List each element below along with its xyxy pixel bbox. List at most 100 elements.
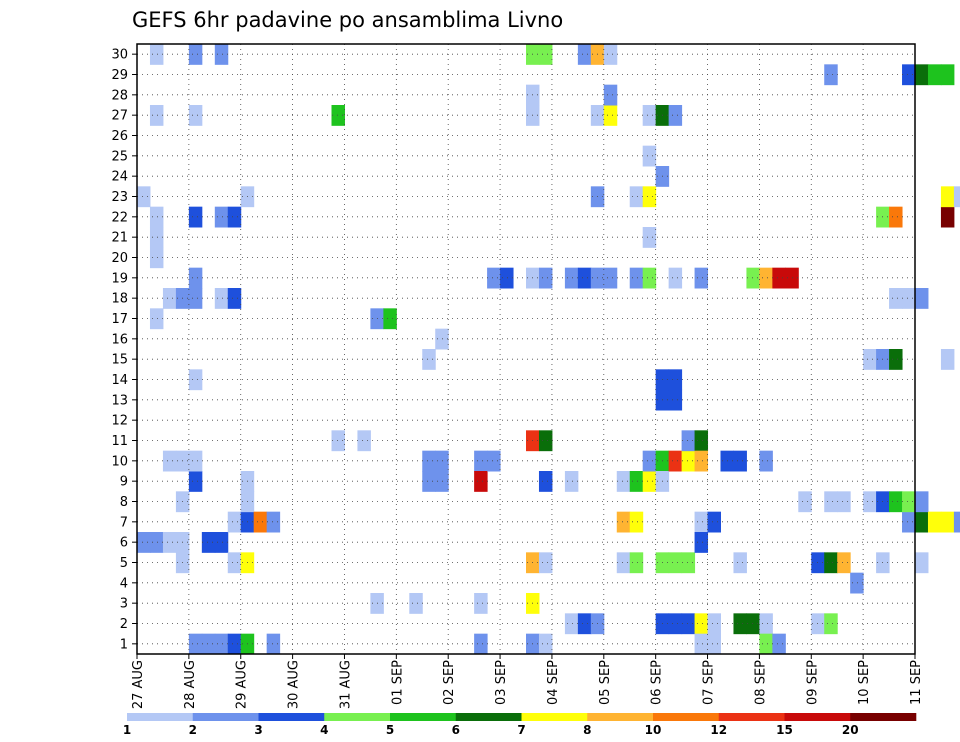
heatmap-cell (577, 44, 592, 65)
colorbar-label: 20 (842, 723, 859, 737)
heatmap-cell (668, 105, 683, 126)
heatmap-cell (915, 491, 929, 513)
heatmap-cell (940, 206, 955, 228)
heatmap-cell (149, 105, 164, 126)
heatmap-cell (409, 593, 423, 614)
y-tick-label: 17 (111, 312, 128, 327)
heatmap-cell (214, 633, 229, 655)
colorbar-label: 3 (254, 723, 262, 737)
y-tick-label: 9 (120, 475, 128, 490)
y-tick-label: 15 (111, 353, 128, 368)
heatmap-cell (642, 186, 657, 208)
heatmap-cell (149, 532, 164, 553)
heatmap-cell (149, 206, 164, 228)
y-tick-label: 3 (120, 597, 128, 612)
heatmap-cell (616, 552, 631, 574)
heatmap-cell (577, 267, 592, 289)
heatmap-cell (487, 267, 501, 289)
heatmap-cell (889, 288, 903, 309)
y-tick-label: 12 (111, 414, 128, 429)
heatmap-cell (538, 552, 553, 574)
colorbar-segment (587, 713, 654, 721)
colorbar-segment (850, 713, 917, 721)
y-tick-label: 30 (111, 48, 128, 63)
heatmap-cell (266, 633, 281, 655)
heatmap-cell (162, 450, 177, 472)
heatmap-cell (538, 267, 553, 289)
heatmap-cell (487, 450, 501, 472)
heatmap-cell (668, 267, 683, 289)
heatmap-cell (227, 206, 242, 228)
heatmap-cell (629, 186, 644, 208)
y-tick-label: 7 (120, 515, 128, 530)
heatmap-cell (188, 105, 203, 126)
heatmap-cell (915, 64, 929, 86)
heatmap-cell (772, 633, 786, 655)
heatmap-cell (137, 532, 151, 553)
heatmap-cell (538, 471, 553, 492)
heatmap-cell (474, 471, 488, 492)
x-tick-label: 11 SEP (909, 660, 924, 705)
heatmap-cell (214, 206, 229, 228)
heatmap-cell (772, 267, 786, 289)
heatmap-cell (149, 247, 164, 269)
heatmap-cell (214, 44, 229, 65)
heatmap-cell (616, 471, 631, 492)
x-axis-ticks: 27 AUG 28 AUG 29 AUG 30 AUG 31 AUG 01 SEP 02 S… (131, 654, 924, 709)
y-tick-label: 20 (111, 251, 128, 266)
y-tick-label: 10 (111, 454, 128, 469)
heatmap-cell (357, 430, 371, 452)
y-tick-label: 1 (120, 637, 128, 652)
y-tick-label: 18 (111, 292, 128, 307)
heatmap-cell (850, 572, 864, 594)
heatmap-cell (603, 44, 618, 65)
heatmap-cell (188, 450, 203, 472)
colorbar-label: 7 (517, 723, 525, 737)
x-tick-label: 08 SEP (753, 660, 768, 705)
heatmap-cell (668, 552, 683, 574)
plot-frame (136, 43, 916, 655)
heatmap-cell (474, 593, 488, 614)
y-tick-label: 19 (111, 271, 128, 286)
grid (136, 44, 916, 654)
heatmap-cell (188, 288, 203, 309)
heatmap-cell (422, 471, 436, 492)
heatmap-cell (863, 491, 877, 513)
heatmap-cell (902, 288, 916, 309)
colorbar-segment (653, 713, 720, 721)
heatmap-cell (824, 491, 838, 513)
y-tick-label: 23 (111, 190, 128, 205)
heatmap-cell (538, 44, 553, 65)
heatmap-cell (927, 511, 942, 533)
heatmap-cell (188, 471, 203, 492)
heatmap-cell (824, 64, 838, 86)
y-tick-label: 11 (111, 434, 128, 449)
heatmap-cell (201, 633, 216, 655)
heatmap-cell (227, 288, 242, 309)
heatmap-cell (422, 450, 436, 472)
heatmap-cell (253, 511, 268, 533)
heatmap-cell (629, 267, 644, 289)
heatmap-cell (266, 511, 281, 533)
heatmap-cell (642, 267, 657, 289)
y-tick-label: 28 (111, 88, 128, 103)
colorbar-label: 10 (645, 723, 662, 737)
heatmap-cell (707, 633, 721, 655)
heatmap-cell (629, 511, 644, 533)
colorbar-segment (521, 713, 588, 721)
heatmap-cell (435, 471, 449, 492)
x-tick-label: 01 SEP (390, 660, 405, 705)
heatmap-cell (162, 288, 177, 309)
heatmap-cell (137, 186, 151, 208)
heatmap-cell (227, 511, 242, 533)
heatmap-cell (435, 450, 449, 472)
heatmap-cell (759, 613, 773, 635)
y-tick-label: 5 (120, 556, 128, 571)
heatmap-cell (214, 532, 229, 553)
colorbar-segment (127, 713, 194, 721)
heatmap-cell (902, 491, 916, 513)
heatmap-cell (603, 267, 618, 289)
colorbar-label: 12 (710, 723, 727, 737)
colorbar-label: 1 (123, 723, 131, 737)
